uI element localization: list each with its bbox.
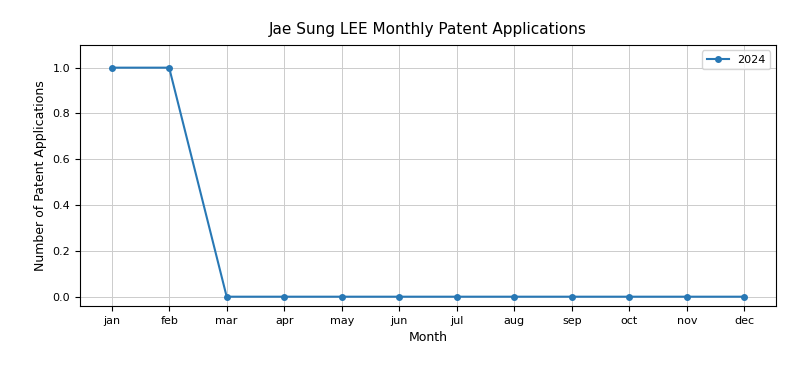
Y-axis label: Number of Patent Applications: Number of Patent Applications [34, 80, 47, 271]
2024 [452, 294, 462, 299]
2024 [394, 294, 404, 299]
Legend: 2024: 2024 [702, 50, 770, 69]
Line: 2024: 2024 [109, 65, 747, 300]
2024 [337, 294, 346, 299]
2024 [107, 65, 117, 70]
2024 [510, 294, 519, 299]
2024 [739, 294, 749, 299]
2024 [682, 294, 692, 299]
2024 [567, 294, 577, 299]
2024 [222, 294, 231, 299]
2024 [625, 294, 634, 299]
Title: Jae Sung LEE Monthly Patent Applications: Jae Sung LEE Monthly Patent Applications [269, 22, 587, 37]
X-axis label: Month: Month [409, 331, 447, 344]
2024 [164, 65, 174, 70]
2024 [279, 294, 289, 299]
